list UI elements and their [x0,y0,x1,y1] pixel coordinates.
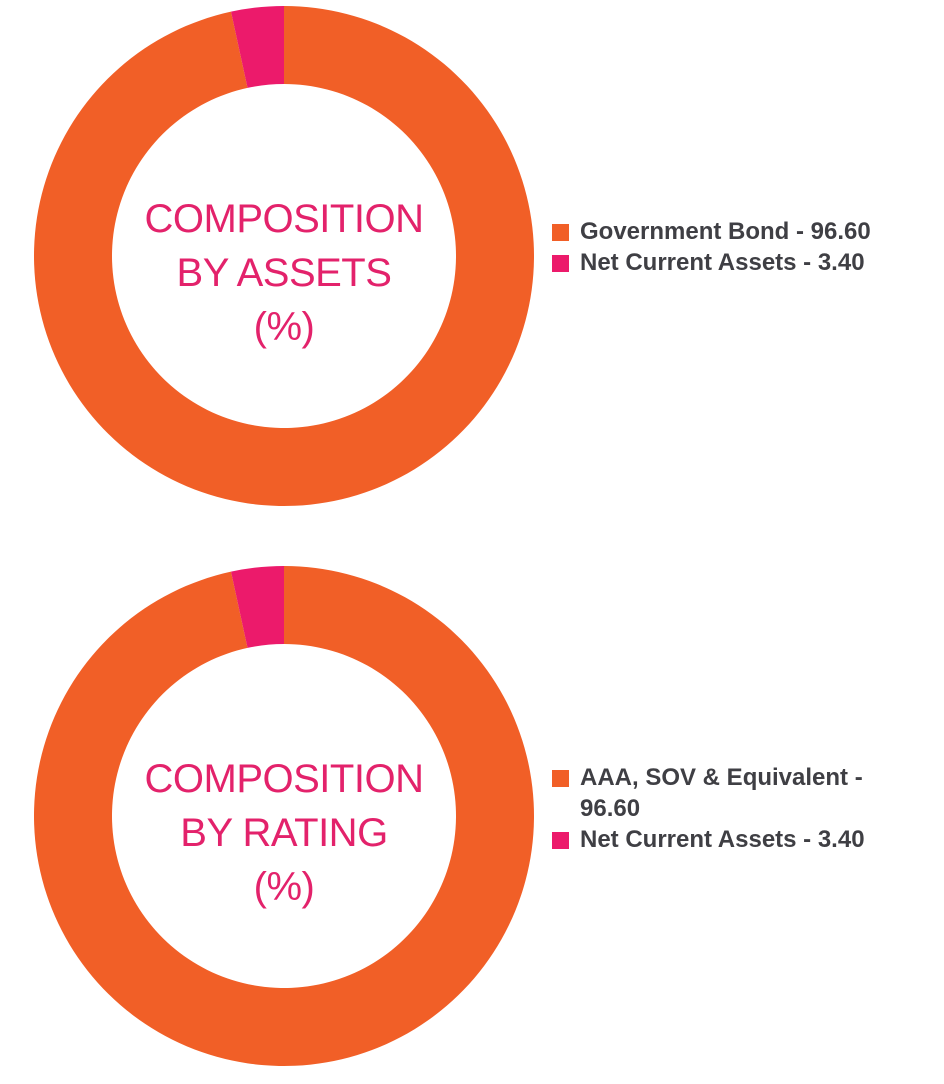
legend-item-net-current-assets: Net Current Assets - 3.40 [552,247,912,278]
donut-slice-major [34,566,534,1066]
donut-slice-major [34,6,534,506]
assets-composition-chart: COMPOSITION BY ASSETS (%) Government Bon… [0,0,944,520]
legend-label: Net Current Assets - 3.40 [580,249,865,276]
rating-legend: AAA, SOV & Equivalent - 96.60 Net Curren… [552,762,912,855]
legend-item-net-current-assets: Net Current Assets - 3.40 [552,824,912,855]
legend-label: Net Current Assets - 3.40 [580,826,865,853]
legend-label: AAA, SOV & Equivalent - 96.60 [580,764,863,822]
rating-composition-chart: COMPOSITION BY RATING (%) AAA, SOV & Equ… [0,560,944,1080]
rating-donut [28,560,540,1072]
legend-item-government-bond: Government Bond - 96.60 [552,216,912,247]
assets-donut [28,0,540,512]
assets-legend: Government Bond - 96.60 Net Current Asse… [552,216,912,278]
assets-donut-svg [34,6,534,506]
legend-swatch-orange [552,224,569,241]
legend-swatch-pink [552,255,569,272]
legend-swatch-pink [552,832,569,849]
legend-swatch-orange [552,770,569,787]
legend-label: Government Bond - 96.60 [580,218,871,245]
rating-donut-svg [34,566,534,1066]
donut-slice-minor [230,6,284,88]
donut-slice-minor [230,566,284,648]
legend-item-aaa-sov-equivalent: AAA, SOV & Equivalent - 96.60 [552,762,912,824]
